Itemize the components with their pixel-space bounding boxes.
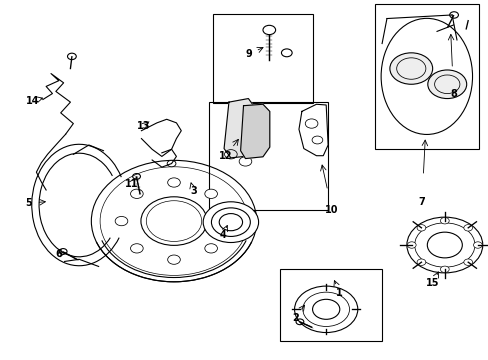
Text: 6: 6 — [55, 249, 62, 259]
Bar — [212, 14, 312, 103]
Circle shape — [204, 244, 217, 253]
Text: 15: 15 — [426, 278, 439, 288]
Bar — [209, 102, 327, 210]
Circle shape — [115, 216, 127, 226]
Circle shape — [67, 53, 76, 60]
Circle shape — [463, 259, 471, 265]
Polygon shape — [240, 104, 269, 158]
Text: 14: 14 — [26, 96, 40, 106]
Text: 11: 11 — [125, 179, 138, 189]
Text: 9: 9 — [244, 49, 251, 59]
Circle shape — [130, 189, 143, 198]
Circle shape — [416, 259, 425, 265]
Bar — [374, 4, 478, 149]
Text: 12: 12 — [219, 151, 232, 161]
Text: 8: 8 — [449, 89, 456, 99]
Circle shape — [389, 53, 432, 84]
Text: 10: 10 — [325, 205, 338, 215]
Bar — [280, 269, 381, 342]
Polygon shape — [224, 99, 258, 158]
Text: 3: 3 — [190, 186, 196, 197]
Text: 5: 5 — [25, 198, 31, 208]
Text: 7: 7 — [418, 197, 425, 207]
Circle shape — [167, 255, 180, 264]
Circle shape — [220, 216, 232, 226]
Circle shape — [203, 202, 258, 243]
Circle shape — [416, 225, 425, 231]
Circle shape — [167, 178, 180, 187]
Text: 1: 1 — [335, 288, 342, 297]
Circle shape — [427, 70, 466, 99]
Circle shape — [407, 242, 415, 248]
Circle shape — [440, 266, 448, 273]
Circle shape — [130, 244, 143, 253]
Circle shape — [167, 160, 176, 167]
Circle shape — [463, 225, 471, 231]
Circle shape — [472, 242, 481, 248]
Circle shape — [440, 217, 448, 224]
Text: 4: 4 — [219, 230, 225, 240]
Text: 13: 13 — [137, 121, 150, 131]
Circle shape — [204, 189, 217, 198]
Text: 2: 2 — [292, 312, 298, 323]
